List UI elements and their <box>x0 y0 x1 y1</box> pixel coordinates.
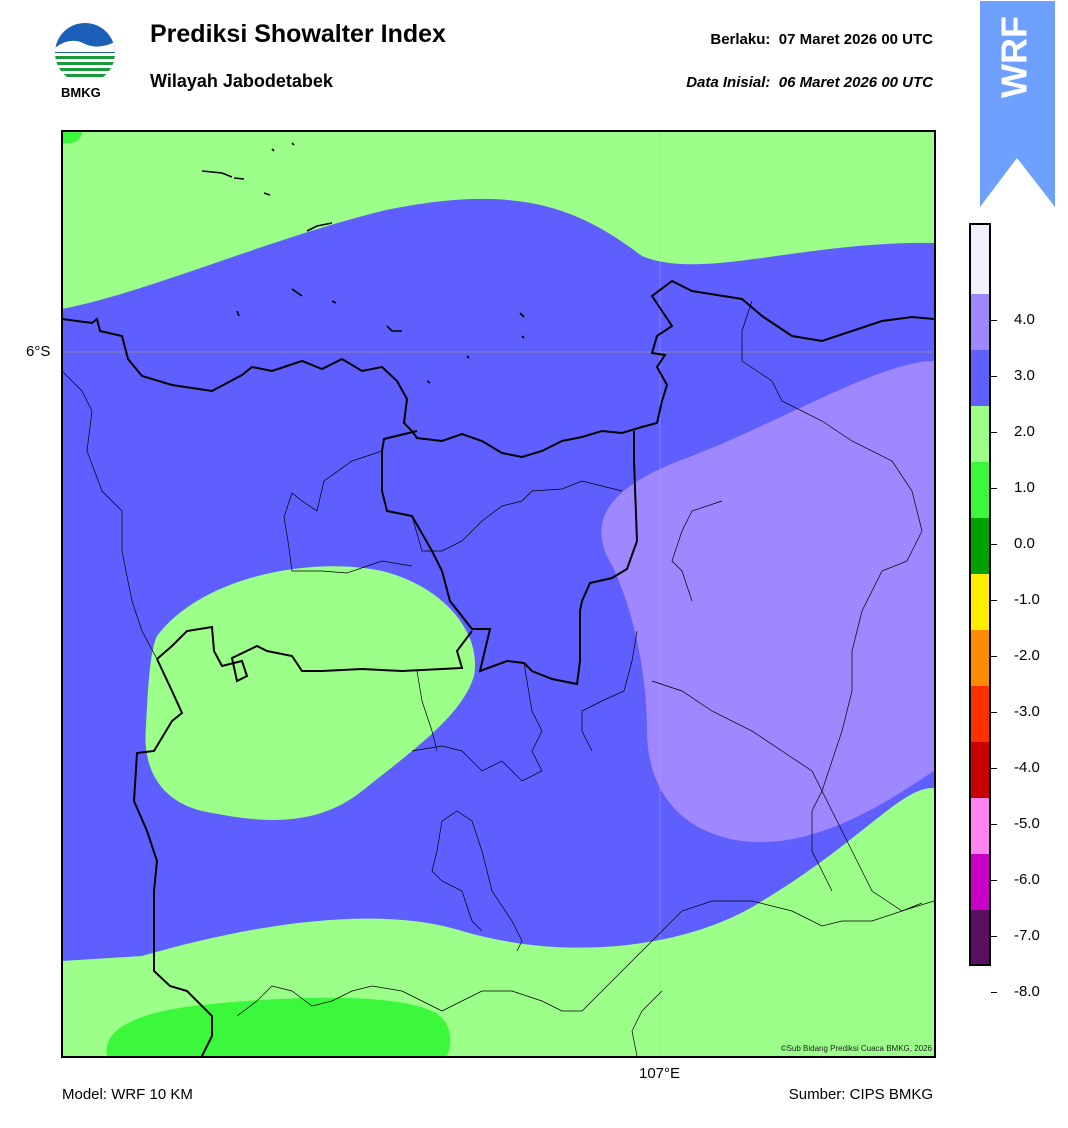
province-border-jakarta <box>381 430 639 686</box>
colorbar-band <box>970 742 990 798</box>
colorbar-tick-label: -1.0 <box>1014 591 1040 608</box>
colorbar-tick-label: -4.0 <box>1014 759 1040 776</box>
latitude-label: 6°S <box>26 343 51 360</box>
colorbar-tick-label: 0.0 <box>1014 535 1035 552</box>
colorbar-tick-label: -5.0 <box>1014 815 1040 832</box>
colorbar-tick-mark <box>991 992 997 993</box>
index-band-2-3 <box>601 361 934 843</box>
colorbar-tick-mark <box>991 544 997 545</box>
colorbar-tick-label: 4.0 <box>1014 311 1035 328</box>
colorbar-tick-label: 3.0 <box>1014 367 1035 384</box>
longitude-label: 107°E <box>639 1065 681 1082</box>
source-label: Sumber: CIPS BMKG <box>788 1086 933 1103</box>
wrf-badge-text: WRF <box>994 16 1035 98</box>
colorbar-band <box>970 574 990 630</box>
province-border-banten <box>156 625 473 683</box>
valid-value: 07 Maret 2026 00 UTC <box>778 31 933 48</box>
colorbar-tick-mark <box>991 768 997 769</box>
region-subtitle: Wilayah Jabodetabek <box>150 71 333 91</box>
page-title: Prediksi Showalter Index <box>150 20 446 48</box>
colorbar-band <box>970 854 990 910</box>
colorbar-tick-mark <box>991 824 997 825</box>
colorbar <box>969 223 991 966</box>
colorbar-band <box>970 462 990 518</box>
colorbar-tick-mark <box>991 712 997 713</box>
colorbar-tick-mark <box>991 376 997 377</box>
colorbar-tick-mark <box>991 488 997 489</box>
logo-text: BMKG <box>61 85 101 100</box>
colorbar-tick-mark <box>991 600 997 601</box>
colorbar-tick-mark <box>991 936 997 937</box>
colorbar-tick-mark <box>991 656 997 657</box>
colorbar-tick-label: 1.0 <box>1014 479 1035 496</box>
init-time: Data Inisial: 06 Maret 2026 00 UTC <box>686 74 933 91</box>
index-band-neg1-0 <box>106 997 451 1056</box>
colorbar-tick-mark <box>991 880 997 881</box>
index-blob-corner <box>62 131 82 144</box>
colorbar-band <box>970 406 990 462</box>
colorbar-band <box>970 518 990 574</box>
province-border-west <box>132 658 213 1056</box>
colorbar-band <box>970 223 990 294</box>
showalter-map <box>62 131 934 1056</box>
colorbar-tick-label: 2.0 <box>1014 423 1035 440</box>
colorbar-tick-label: -2.0 <box>1014 647 1040 664</box>
coastline <box>62 279 934 459</box>
valid-time: Berlaku: 07 Maret 2026 00 UTC <box>710 31 933 48</box>
map-frame <box>61 130 936 1058</box>
colorbar-tick-label: -8.0 <box>1014 983 1040 1000</box>
colorbar-tick-label: -7.0 <box>1014 927 1040 944</box>
bmkg-logo <box>55 23 115 83</box>
thousand-islands <box>201 142 525 384</box>
valid-label: Berlaku: <box>710 31 771 48</box>
colorbar-band <box>970 686 990 742</box>
colorbar-tick-mark <box>991 320 997 321</box>
colorbar-band <box>970 798 990 854</box>
init-label: Data Inisial: <box>686 74 771 91</box>
init-value: 06 Maret 2026 00 UTC <box>778 74 933 91</box>
colorbar-tick-label: -6.0 <box>1014 871 1040 888</box>
colorbar-band <box>970 350 990 406</box>
index-band-0-1-west <box>145 566 476 820</box>
wrf-badge: WRF <box>980 1 1055 207</box>
colorbar-band <box>970 630 990 686</box>
colorbar-band <box>970 294 990 350</box>
colorbar-band <box>970 910 990 966</box>
colorbar-tick-mark <box>991 432 997 433</box>
colorbar-tick-label: -3.0 <box>1014 703 1040 720</box>
model-label: Model: WRF 10 KM <box>62 1086 193 1103</box>
regency-borders <box>62 300 934 1056</box>
map-copyright: ©Sub Bidang Prediksi Cuaca BMKG, 2026 <box>780 1044 932 1053</box>
